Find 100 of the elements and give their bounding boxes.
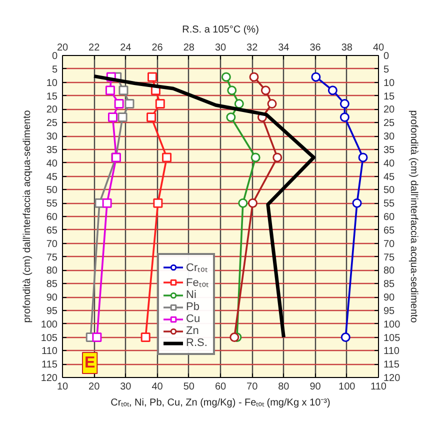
y2-tick-label: 95	[384, 306, 396, 317]
y2-tick-label: 120	[384, 373, 401, 384]
point	[102, 198, 112, 208]
y2-tick-label: 80	[384, 266, 396, 277]
y-tick-label: 90	[46, 292, 58, 304]
y2-tick-label: 15	[384, 91, 396, 102]
x2-tick-label: 26	[152, 42, 164, 54]
y2-tick-label: 105	[384, 332, 401, 344]
point	[155, 99, 165, 109]
point	[118, 112, 128, 122]
y2-tick-label: 70	[384, 238, 396, 250]
legend-label: Pb	[186, 301, 200, 313]
y2-tick-label: 75	[384, 252, 396, 264]
y-tick-label: 75	[46, 252, 58, 264]
x2-tick-label: 24	[120, 42, 132, 54]
y2-tick-label: 35	[384, 144, 396, 156]
x-tick-label: 80	[278, 382, 290, 392]
y-tick-label: 0	[52, 51, 58, 62]
point	[234, 99, 244, 109]
y-tick-label: 100	[40, 319, 58, 330]
y2-tick-label: 90	[384, 292, 396, 304]
y2-axis-title: profondità (cm) dall'interfaccia acqua-sedimento	[408, 110, 420, 324]
y-tick-label: 20	[46, 104, 58, 116]
y-tick-label: 50	[46, 185, 58, 196]
point	[311, 72, 321, 82]
x-tick-label: 60	[214, 382, 226, 392]
y-tick-label: 115	[42, 360, 58, 371]
point	[260, 86, 270, 96]
y-tick-label: 35	[46, 144, 58, 156]
annotation: E	[84, 354, 96, 372]
point	[162, 152, 172, 162]
x-tick-label: 70	[246, 382, 258, 392]
x-tick-label: 40	[152, 382, 164, 392]
point	[227, 86, 237, 96]
y2-tick-label: 85	[384, 279, 396, 290]
point	[153, 198, 163, 208]
x2-tick-label: 40	[372, 42, 384, 54]
x2-axis-title: R.S. a 105°C (%)	[182, 24, 259, 36]
point	[272, 152, 282, 162]
point	[328, 86, 338, 96]
y2-tick-label: 65	[384, 225, 396, 236]
point	[340, 332, 350, 342]
y-tick-label: 40	[46, 158, 58, 170]
legend-label: R.S.	[186, 337, 208, 349]
x2-tick-label: 36	[310, 42, 322, 54]
point	[249, 72, 259, 82]
y2-tick-label: 55	[384, 198, 396, 210]
y2-tick-label: 110	[384, 346, 400, 358]
point	[114, 99, 124, 109]
y2-tick-label: 60	[384, 212, 396, 223]
y-axis-title: profondità (cm) dall'interfaccia acqua-sedimento	[22, 110, 33, 323]
point	[340, 112, 350, 122]
point	[147, 72, 157, 82]
y-tick-label: 110	[42, 346, 58, 358]
y2-tick-label: 20	[384, 104, 396, 116]
y-tick-label: 95	[46, 306, 58, 317]
x2-tick-label: 34	[278, 42, 290, 54]
point	[140, 332, 150, 342]
x-tick-label: 90	[310, 382, 322, 392]
point	[352, 198, 362, 208]
y2-tick-label: 100	[384, 319, 401, 330]
point	[105, 86, 115, 96]
y-tick-label: 25	[46, 118, 58, 130]
y2-tick-label: 10	[384, 78, 396, 89]
x-tick-label: 30	[120, 382, 132, 392]
y-tick-label: 105	[40, 332, 58, 344]
point	[221, 72, 231, 82]
y-tick-label: 30	[46, 132, 58, 142]
legend-label: Feₜₒₜ	[186, 276, 209, 289]
y2-tick-label: 40	[384, 158, 396, 170]
y2-tick-label: 30	[384, 132, 396, 142]
y-tick-label: 60	[46, 212, 58, 223]
y-tick-label: 80	[46, 266, 58, 277]
y-tick-label: 120	[40, 373, 58, 384]
x-axis-title: Crₜₒₜ, Ni, Pb, Cu, Zn (mg/Kg) - Feₜₒₜ (mg/Kg x 10⁻³)	[110, 398, 330, 408]
point	[108, 112, 118, 122]
point	[146, 112, 156, 122]
point	[124, 99, 134, 109]
y-tick-label: 70	[46, 238, 58, 250]
point	[267, 99, 277, 109]
point	[340, 99, 350, 109]
x-tick-label: 110	[370, 382, 387, 392]
x-tick-label: 50	[183, 382, 195, 392]
y-tick-label: 5	[52, 64, 58, 76]
y2-tick-label: 50	[384, 185, 396, 196]
legend-label: Cu	[186, 313, 202, 325]
point	[248, 198, 258, 208]
y-tick-label: 85	[46, 279, 58, 290]
y2-tick-label: 115	[384, 360, 400, 371]
point	[238, 198, 248, 208]
x2-tick-label: 38	[341, 42, 353, 54]
y2-tick-label: 0	[384, 51, 390, 62]
x2-tick-label: 32	[246, 42, 258, 54]
y-tick-label: 45	[46, 172, 58, 183]
y2-tick-label: 45	[384, 172, 396, 183]
x2-tick-label: 30	[214, 42, 226, 54]
legend-label: Ni	[186, 289, 198, 301]
y-tick-label: 15	[46, 91, 58, 102]
point	[118, 86, 128, 96]
legend-label: Zn	[186, 325, 200, 337]
